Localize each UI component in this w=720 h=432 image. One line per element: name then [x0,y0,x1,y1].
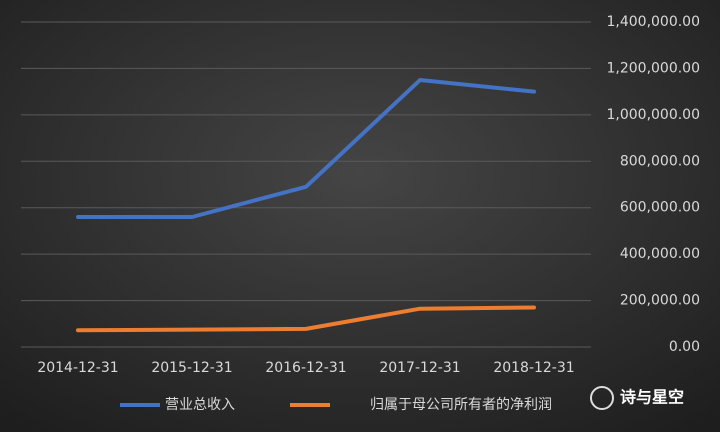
y-tick-label: 800,000.00 [620,153,700,169]
y-tick-label: 0.00 [669,339,700,355]
y-tick-label: 600,000.00 [620,200,700,216]
legend-label: 归属于母公司所有者的净利润 [370,396,552,413]
watermark-text: 诗与星空 [620,388,684,407]
x-tick-label: 2014-12-31 [37,360,118,376]
y-tick-label: 1,000,000.00 [606,107,700,123]
x-tick-label: 2015-12-31 [151,360,232,376]
y-tick-label: 1,200,000.00 [606,60,700,76]
y-tick-label: 200,000.00 [620,293,700,309]
series-line [76,305,536,333]
y-tick-label: 400,000.00 [620,246,700,262]
x-tick-label: 2018-12-31 [493,360,574,376]
x-tick-label: 2017-12-31 [379,360,460,376]
x-tick-label: 2016-12-31 [265,360,346,376]
legend-label: 营业总收入 [165,397,235,413]
y-tick-label: 1,400,000.00 [606,14,700,30]
series-line [76,78,536,219]
watermark: 诗与星空 [590,386,684,410]
watermark-icon [590,386,614,410]
